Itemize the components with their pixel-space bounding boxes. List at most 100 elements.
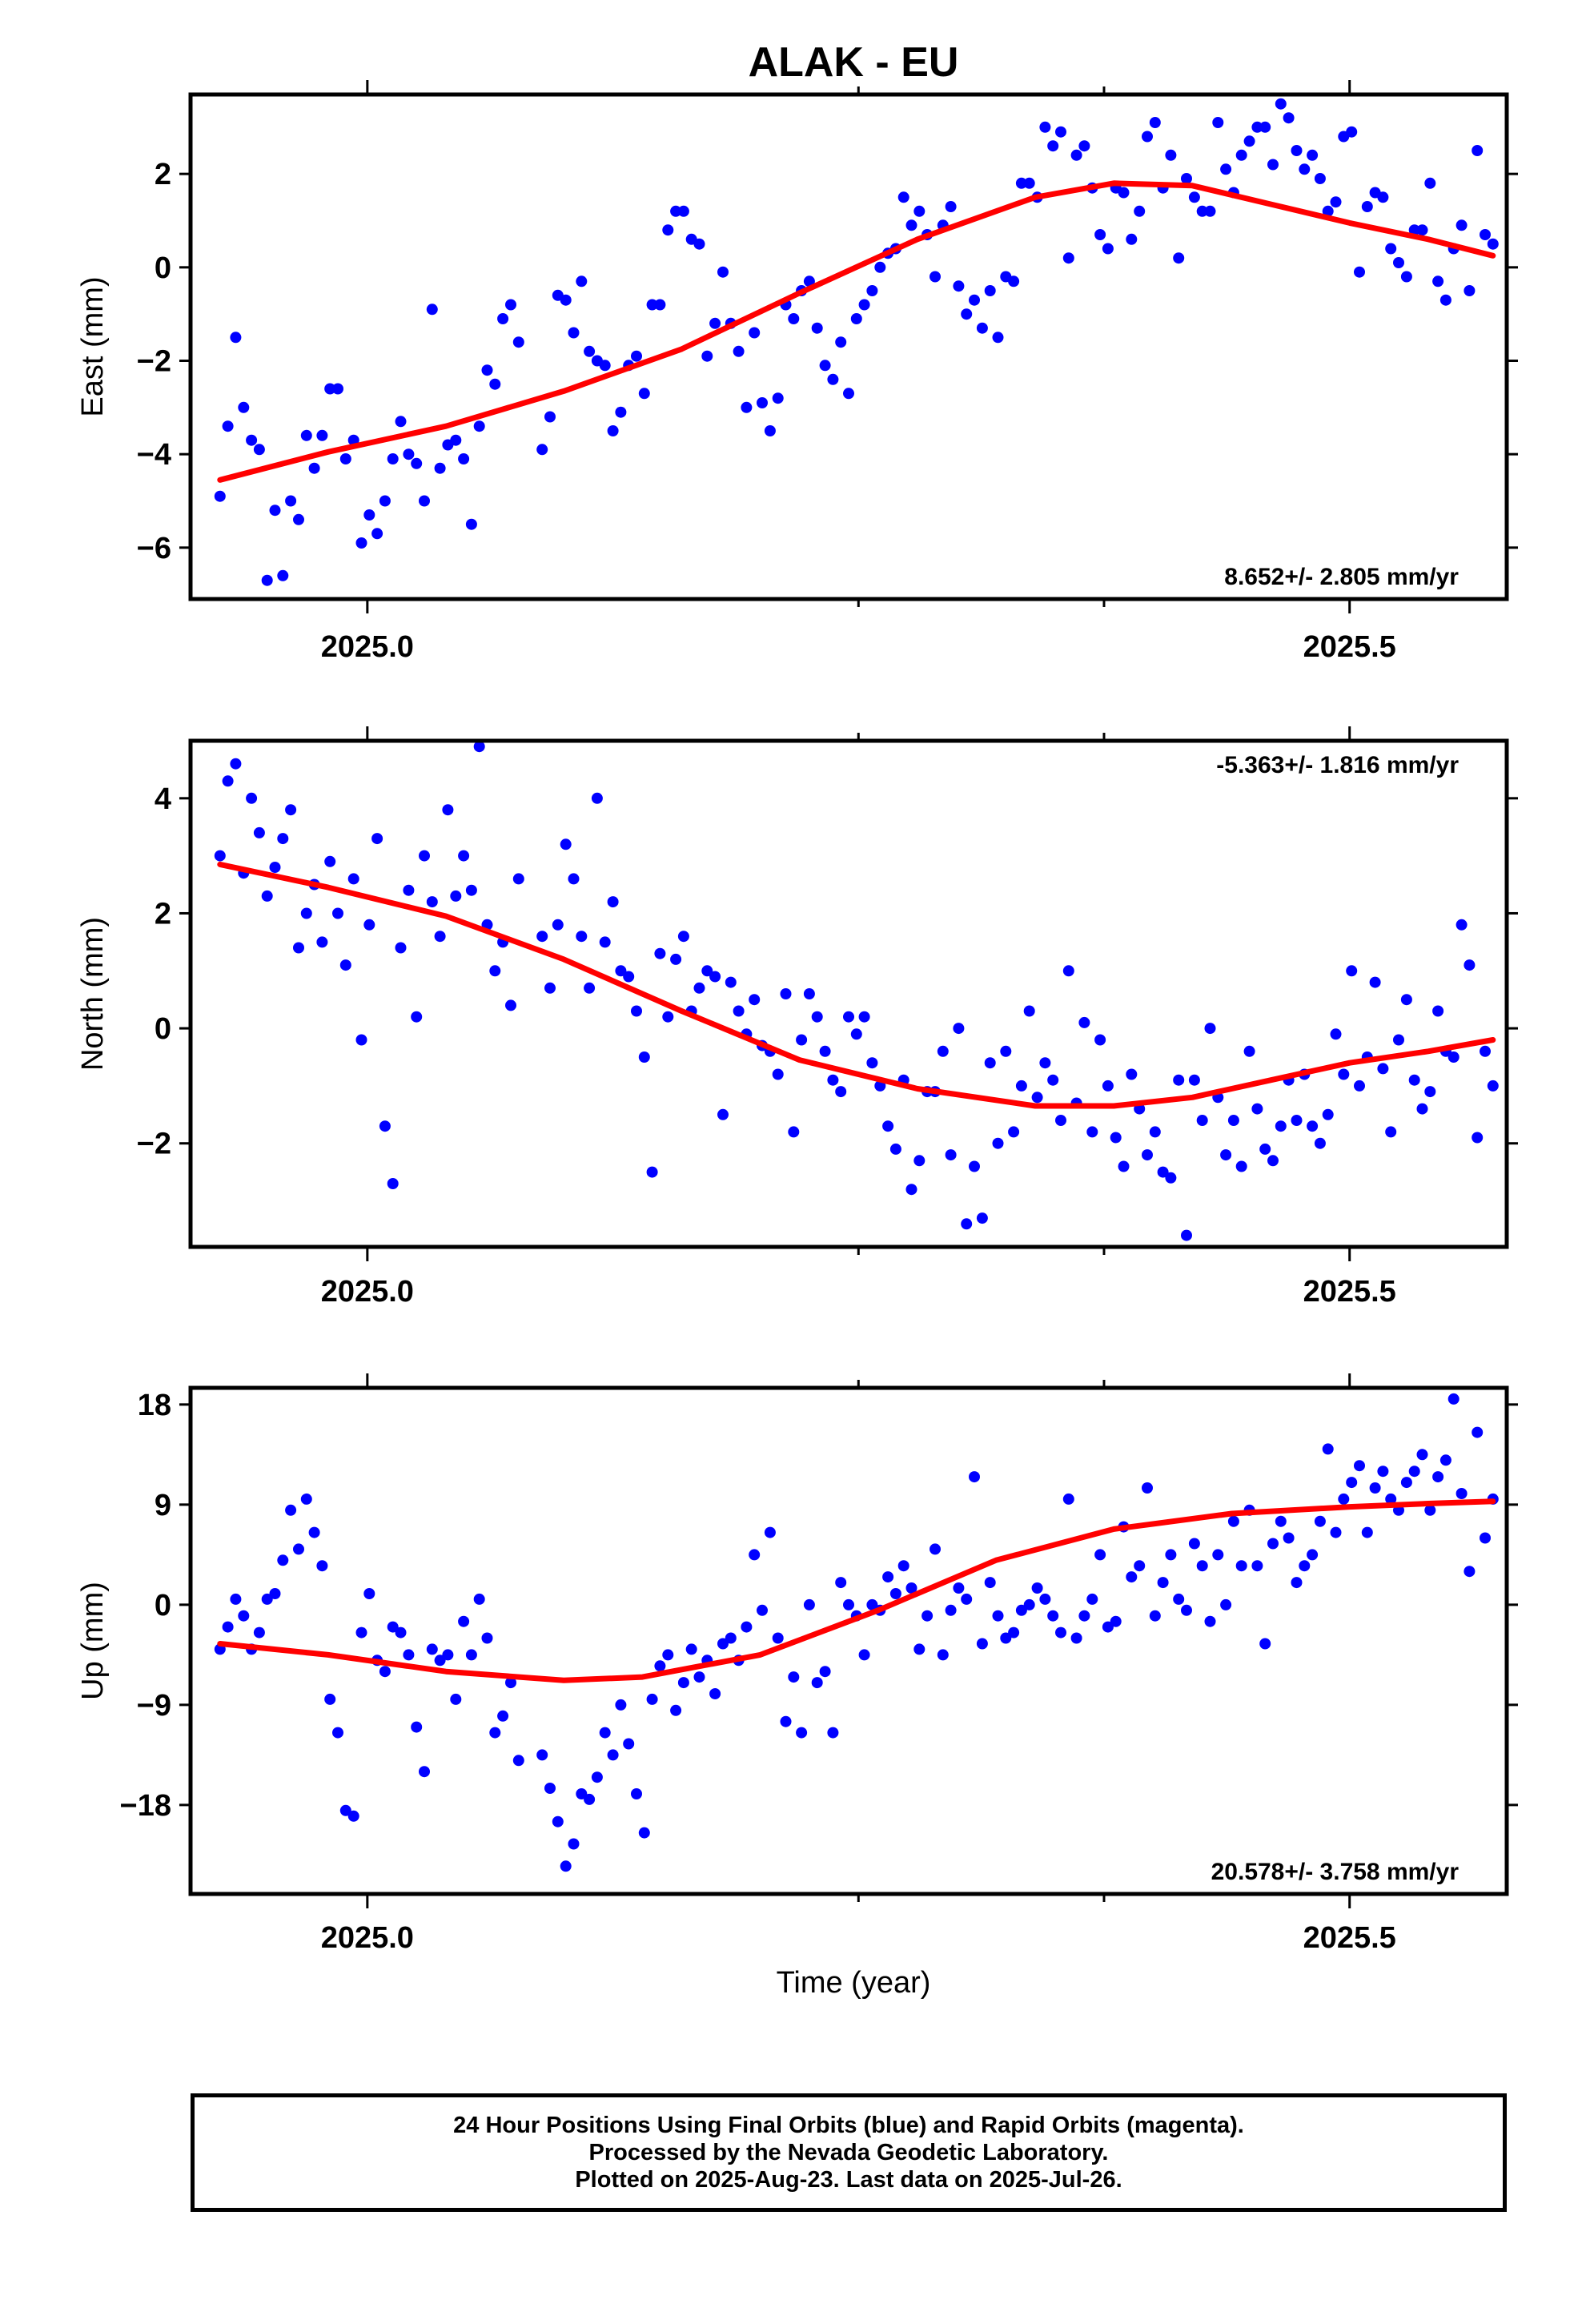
east-data-point — [371, 528, 383, 540]
up-data-point — [1432, 1471, 1444, 1483]
east-y-tick-label: −4 — [137, 438, 171, 472]
north-data-point — [584, 982, 596, 994]
east-data-point — [1354, 266, 1365, 278]
east-data-point — [930, 271, 941, 283]
east-data-point — [866, 285, 878, 296]
up-data-point — [749, 1549, 761, 1561]
up-data-point — [1227, 1515, 1239, 1527]
north-trend-line — [217, 861, 1496, 1109]
north-y-tick-label: −2 — [137, 1128, 171, 1161]
east-data-point — [434, 462, 446, 474]
north-y-tick-label: 0 — [155, 1012, 171, 1046]
north-data-point — [419, 850, 430, 862]
east-data-point — [615, 406, 627, 418]
up-data-point — [772, 1632, 784, 1644]
east-data-point — [1094, 229, 1106, 240]
east-data-point — [363, 509, 375, 521]
up-data-point — [426, 1643, 438, 1655]
east-data-point — [332, 383, 343, 395]
up-data-point — [1275, 1515, 1287, 1527]
up-data-point — [741, 1621, 753, 1633]
north-data-point — [1464, 959, 1476, 971]
north-data-point — [442, 804, 454, 816]
north-data-point — [882, 1120, 894, 1132]
north-data-point — [1487, 1080, 1499, 1092]
east-data-point — [450, 434, 462, 446]
up-x-tick-label: 2025.5 — [1303, 1921, 1396, 1955]
north-data-point — [992, 1137, 1004, 1149]
up-rate-annotation: 20.578+/- 3.758 mm/yr — [1211, 1859, 1460, 1885]
east-data-point — [984, 285, 996, 296]
north-data-point — [1346, 965, 1358, 977]
north-data-point — [285, 804, 297, 816]
east-data-point — [1243, 135, 1255, 147]
up-data-point — [1212, 1549, 1224, 1561]
east-data-point — [764, 425, 776, 436]
north-data-point — [788, 1126, 800, 1138]
up-data-point — [1000, 1632, 1012, 1644]
east-data-point — [512, 336, 524, 348]
north-data-point — [387, 1178, 399, 1189]
north-data-point — [395, 942, 407, 954]
up-data-point — [811, 1677, 823, 1689]
up-data-point — [1464, 1566, 1476, 1578]
north-data-point — [363, 919, 375, 931]
east-data-point — [544, 411, 556, 423]
up-data-point — [1354, 1460, 1365, 1472]
east-y-tick-label: −6 — [137, 532, 171, 565]
east-data-point — [646, 299, 658, 311]
north-data-point — [1400, 994, 1412, 1006]
north-data-point — [261, 890, 273, 902]
up-data-point — [1142, 1482, 1153, 1494]
up-data-point — [544, 1783, 556, 1794]
up-data-point — [984, 1577, 996, 1589]
north-data-point — [1062, 965, 1074, 977]
up-data-point — [1031, 1582, 1043, 1594]
up-data-point — [780, 1715, 792, 1727]
up-data-point — [1047, 1610, 1059, 1622]
up-data-point — [905, 1582, 917, 1594]
north-data-point — [1000, 1045, 1012, 1057]
east-data-point — [1165, 149, 1177, 161]
up-data-point — [1134, 1560, 1146, 1572]
north-data-point — [1447, 1051, 1460, 1063]
footer-line-3: Plotted on 2025-Aug-23. Last data on 202… — [575, 2167, 1122, 2193]
up-data-point — [803, 1598, 815, 1610]
north-data-point — [599, 936, 611, 948]
north-data-point — [1220, 1149, 1232, 1161]
east-data-point — [576, 275, 588, 287]
north-data-point — [607, 896, 619, 908]
north-data-point — [1181, 1229, 1192, 1241]
north-data-point — [725, 976, 737, 988]
up-y-tick-label: −18 — [120, 1789, 171, 1823]
up-data-point — [465, 1649, 477, 1661]
east-data-point — [214, 490, 226, 502]
east-data-point — [1275, 98, 1287, 110]
east-data-point — [1118, 187, 1130, 199]
up-data-point — [395, 1626, 407, 1638]
east-y-tick-label: 0 — [155, 251, 171, 285]
north-data-point — [654, 947, 666, 959]
north-data-point — [858, 1011, 870, 1023]
up-data-point — [930, 1543, 941, 1555]
up-data-point — [788, 1671, 800, 1683]
east-data-point — [1432, 275, 1444, 287]
east-data-point — [1400, 271, 1412, 283]
up-data-point — [709, 1688, 721, 1699]
up-data-point — [473, 1593, 485, 1605]
east-data-point — [1408, 224, 1420, 236]
north-data-point — [552, 919, 564, 931]
north-data-point — [1031, 1092, 1043, 1104]
north-data-point — [230, 758, 242, 770]
east-trend-line — [217, 180, 1496, 483]
north-data-point — [850, 1028, 862, 1040]
up-data-point — [662, 1649, 674, 1661]
panel-up: 18 9 0 −9 −18 2025.0 2025.5 Up (mm) 20.578+/- 3.… — [76, 1373, 1518, 1955]
east-data-point — [1212, 117, 1224, 128]
north-data-point — [913, 1155, 926, 1167]
up-data-point — [1346, 1477, 1358, 1489]
up-data-point — [1039, 1593, 1051, 1605]
north-data-point — [662, 1011, 674, 1023]
east-data-point — [1126, 233, 1138, 245]
